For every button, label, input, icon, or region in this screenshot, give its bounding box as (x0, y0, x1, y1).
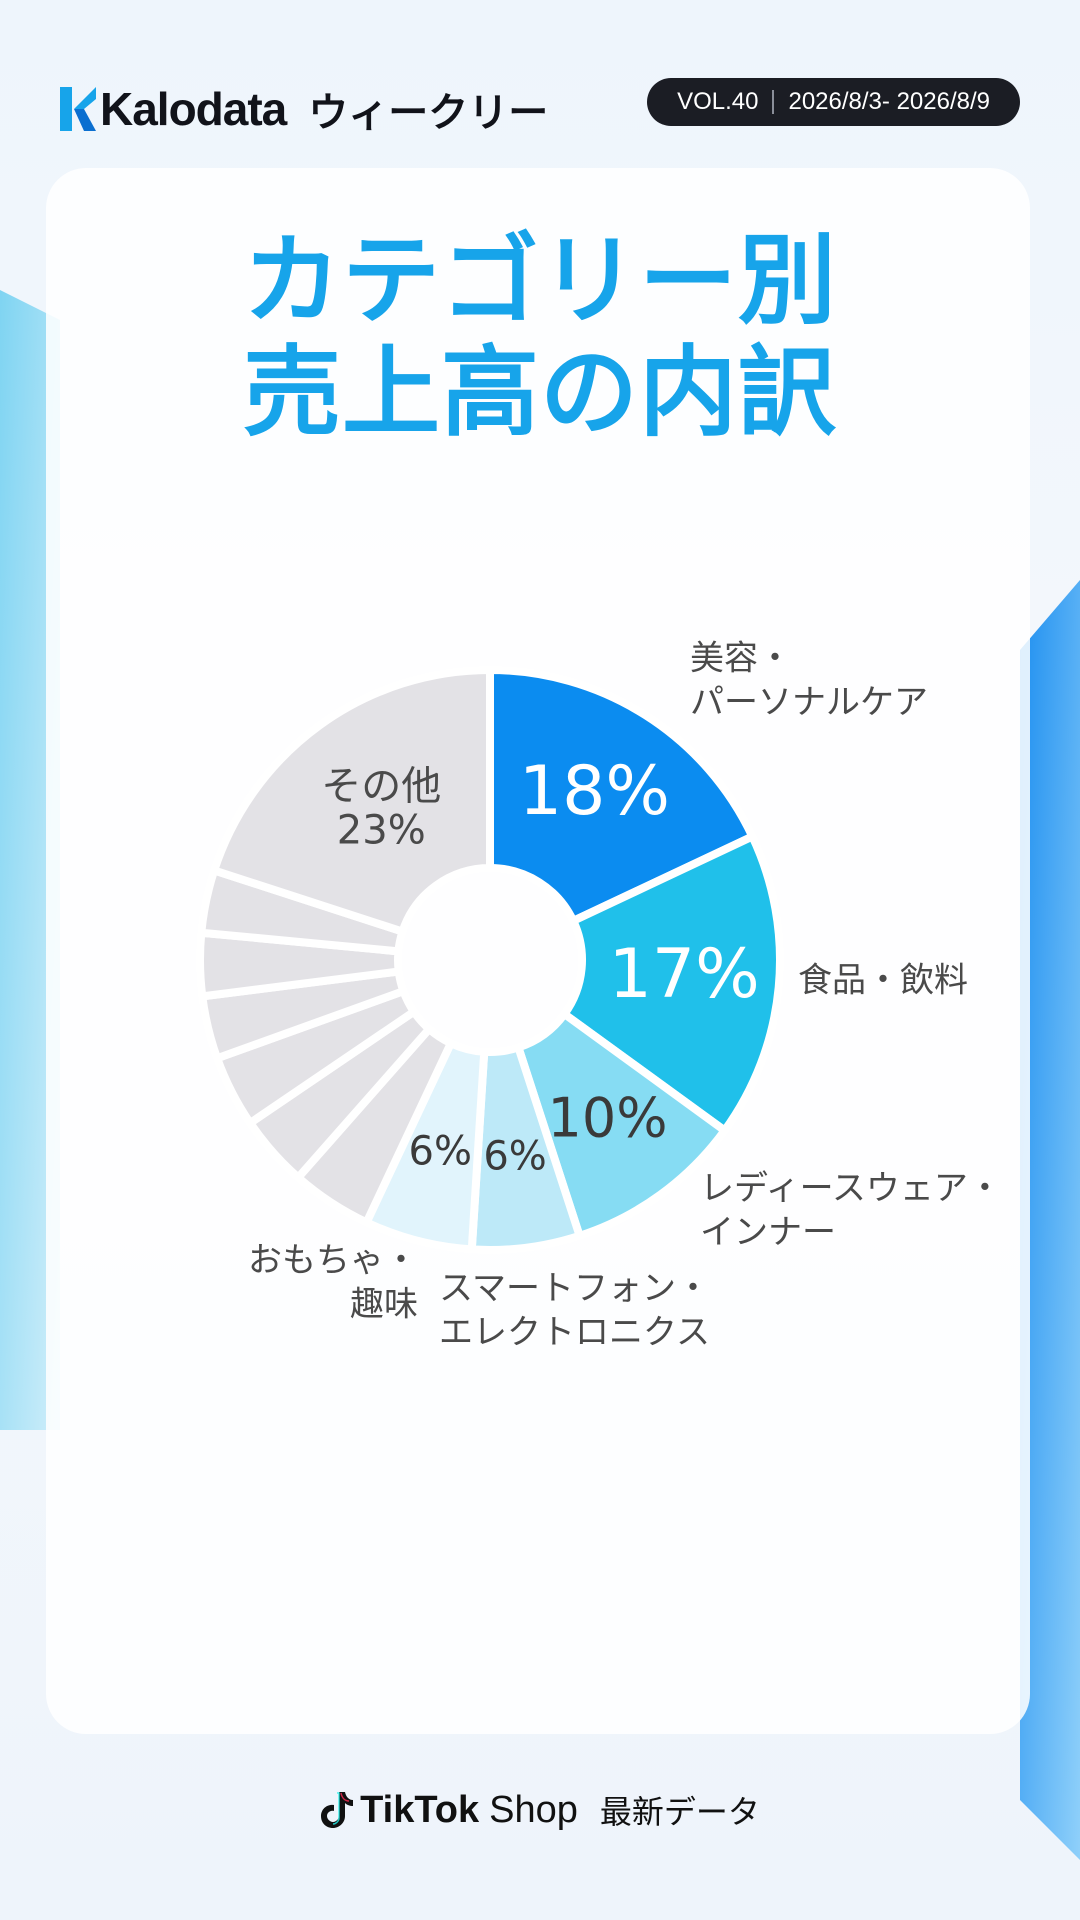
header: Kalodata ウィークリー VOL.40 2026/8/3- 2026/8/… (60, 76, 1020, 136)
pct-label-toys: 6% (409, 1129, 472, 1175)
divider (772, 90, 775, 114)
label-toys-line-0: おもちゃ・ (248, 1241, 418, 1281)
label-other: その他 (321, 763, 441, 809)
tiktok-brand: TikTok (360, 1788, 480, 1831)
pct-label-other: 23% (337, 807, 426, 853)
slice-11 (210, 666, 494, 936)
label-smartphone-line-1: エレクトロニクス (439, 1313, 710, 1353)
label-ladies-line-1: インナー (700, 1213, 836, 1253)
title-line-2: 売上高の内訳 (242, 336, 837, 450)
kalodata-logo-icon (60, 87, 96, 131)
label-ladies-line-0: レディースウェア・ (700, 1169, 1002, 1209)
footer: TikTok Shop 最新データ (0, 1780, 1080, 1840)
latest-data-label: 最新データ (599, 1793, 760, 1831)
pct-label-ladies: 10% (548, 1086, 668, 1149)
brand-name: Kalodata (100, 83, 287, 135)
title-line-1: カテゴリー別 (242, 224, 837, 338)
label-beauty-line-1: パーソナルケア (690, 683, 928, 723)
volume-number: VOL.40 (677, 88, 759, 115)
kalodata-logo: Kalodata ウィークリー (60, 80, 548, 138)
pct-label-beauty: 18% (519, 752, 670, 831)
slice-0 (486, 666, 757, 925)
label-food-line-0: 食品・飲料 (798, 961, 968, 1001)
slice-2 (514, 1010, 729, 1240)
volume-badge: VOL.40 2026/8/3- 2026/8/9 (647, 78, 1020, 126)
tiktok-shop: Shop (489, 1788, 578, 1831)
label-smartphone-line-0: スマートフォン・ (439, 1269, 710, 1309)
tiktok-icon (321, 1792, 354, 1828)
slice-1 (560, 832, 784, 1135)
page-title: カテゴリー別 売上高の内訳 (0, 225, 1080, 449)
label-toys-line-1: 趣味 (350, 1285, 418, 1325)
weekly-label: ウィークリー (308, 90, 549, 136)
label-beauty-line-0: 美容・ (690, 639, 792, 679)
pct-label-food: 17% (609, 935, 760, 1014)
pct-label-smartphone: 6% (483, 1133, 546, 1179)
date-range: 2026/8/3- 2026/8/9 (788, 88, 990, 115)
